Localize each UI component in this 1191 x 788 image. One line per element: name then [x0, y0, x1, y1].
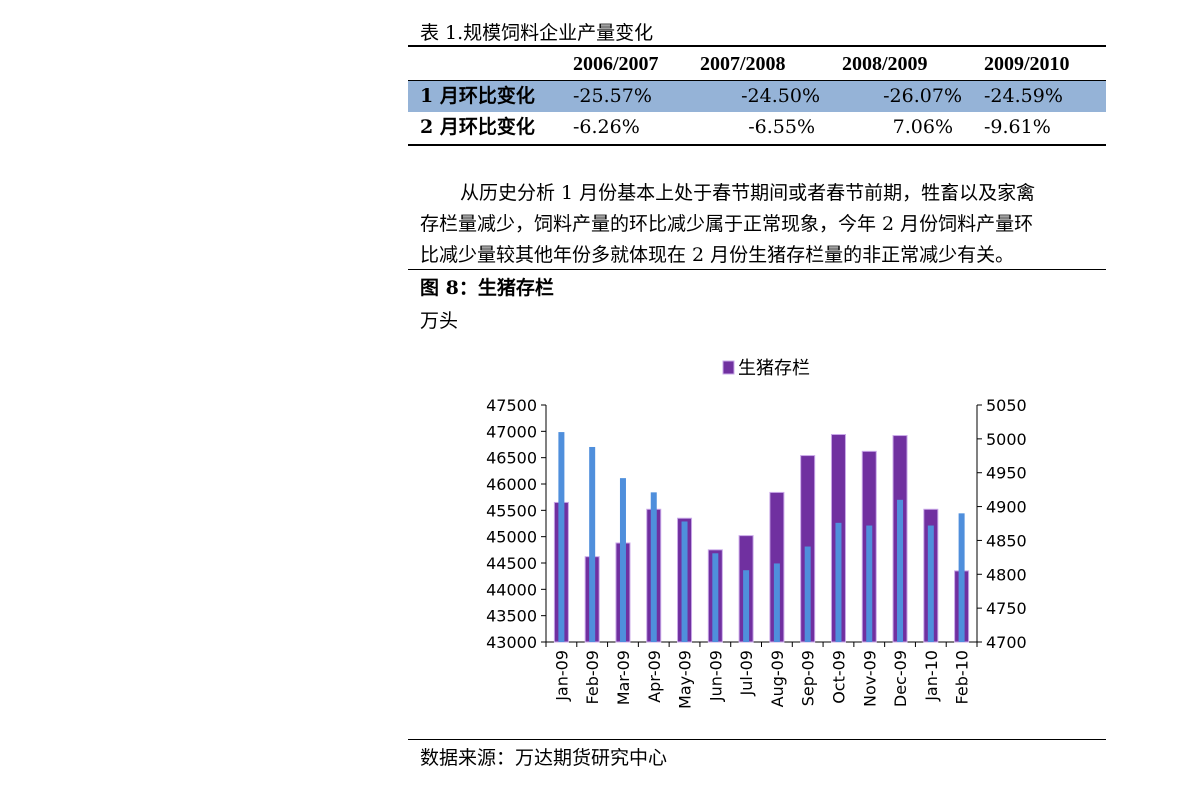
bar-secondary-series — [835, 522, 842, 642]
source-rule — [408, 739, 1106, 740]
table-caption: 表 1.规模饲料企业产量变化 — [420, 22, 654, 44]
x-category-label: Oct-09 — [829, 650, 848, 704]
x-category-label: Feb-10 — [953, 650, 972, 704]
table-cell: -25.57% — [573, 85, 652, 107]
bar-secondary-series — [804, 546, 811, 642]
bar-secondary-series — [866, 525, 873, 642]
bar-secondary-series — [681, 521, 688, 642]
x-category-label: Mar-09 — [614, 650, 633, 705]
x-category-label: Apr-09 — [645, 650, 664, 703]
table-header-rule — [408, 80, 1106, 81]
x-category-label: Jan-09 — [552, 650, 571, 702]
table-bottom-rule — [408, 144, 1106, 146]
table-row-label: 2 月环比变化 — [420, 116, 535, 138]
y-left-tick-label: 47000 — [486, 422, 537, 441]
table-row-label: 1 月环比变化 — [420, 85, 535, 107]
paragraph-line: 比减少量较其他年份多就体现在 2 月份生猪存栏量的非正常减少有关。 — [420, 244, 1015, 266]
x-category-label: Dec-09 — [891, 650, 910, 707]
figure-title: 图 8：生猪存栏 — [420, 277, 554, 299]
y-right-tick-label: 5000 — [986, 430, 1027, 449]
bar-secondary-series — [743, 570, 750, 642]
y-right-tick-label: 4850 — [986, 531, 1027, 550]
bar-secondary-series — [558, 432, 565, 642]
x-category-label: Nov-09 — [860, 650, 879, 707]
data-source: 数据来源：万达期货研究中心 — [420, 747, 668, 769]
figure-top-rule — [408, 269, 1106, 270]
hog-inventory-chart: 43000 43500 44000 44500 45000 45500 46000 46500… — [486, 358, 1027, 709]
table-cell: -6.55% — [748, 116, 815, 138]
y-left-tick-label: 45000 — [486, 528, 537, 547]
table-row-highlight — [408, 81, 1106, 112]
y-right-tick-label: 4750 — [986, 599, 1027, 618]
bar-secondary-series — [650, 492, 657, 642]
table-top-rule — [408, 45, 1106, 47]
x-category-label: Aug-09 — [768, 650, 787, 707]
paragraph-line: 从历史分析 1 月份基本上处于春节期间或者春节前期，牲畜以及家禽 — [460, 182, 1036, 204]
y-left-tick-label: 45500 — [486, 501, 537, 520]
x-category-label: May-09 — [676, 650, 695, 709]
table-cell: 7.06% — [892, 116, 953, 138]
analysis-paragraph: 从历史分析 1 月份基本上处于春节期间或者春节前期，牲畜以及家禽 存栏量减少，饲… — [420, 178, 1110, 271]
y-right-tick-label: 5050 — [986, 396, 1027, 415]
table-cell: -24.50% — [741, 85, 820, 107]
y-left-tick-label: 44500 — [486, 554, 537, 573]
x-category-label: Sep-09 — [799, 650, 818, 706]
y-left-tick-label: 46500 — [486, 449, 537, 468]
bar-secondary-series — [589, 446, 596, 642]
y-left-tick-label: 43500 — [486, 607, 537, 626]
y-left-tick-label: 46000 — [486, 475, 537, 494]
x-category-label: Feb-09 — [583, 650, 602, 704]
bar-secondary-series — [773, 563, 780, 642]
table-header-2008: 2008/2009 — [842, 53, 928, 75]
bar-secondary-series — [619, 478, 626, 642]
table-cell: -6.26% — [573, 116, 640, 138]
legend-label: 生猪存栏 — [738, 358, 810, 379]
y-left-tick-label: 47500 — [486, 396, 537, 415]
x-category-label: Jun-09 — [706, 650, 725, 702]
table-header-2007: 2007/2008 — [700, 53, 786, 75]
y-right-tick-label: 4700 — [986, 633, 1027, 652]
y-left-tick-label: 43000 — [486, 633, 537, 652]
y-left-tick-label: 44000 — [486, 580, 537, 599]
y-right-tick-label: 4950 — [986, 464, 1027, 483]
x-category-label: Jul-09 — [737, 650, 756, 696]
x-category-label: Jan-10 — [922, 650, 941, 702]
y-right-tick-label: 4900 — [986, 498, 1027, 517]
bar-secondary-series — [897, 499, 904, 642]
table-header-2009: 2009/2010 — [984, 53, 1070, 75]
bar-secondary-series — [712, 553, 719, 642]
bar-secondary-series — [927, 525, 934, 642]
table-header-2006: 2006/2007 — [573, 53, 659, 75]
table-cell: -9.61% — [984, 116, 1051, 138]
y-right-tick-label: 4800 — [986, 565, 1027, 584]
paragraph-line: 存栏量减少，饲料产量的环比减少属于正常现象，今年 2 月份饲料产量环 — [420, 213, 1034, 235]
table-cell: -26.07% — [883, 85, 962, 107]
legend-swatch — [722, 360, 735, 375]
bar-secondary-series — [958, 513, 965, 642]
figure-unit: 万头 — [420, 310, 459, 332]
table-cell: -24.59% — [984, 85, 1063, 107]
